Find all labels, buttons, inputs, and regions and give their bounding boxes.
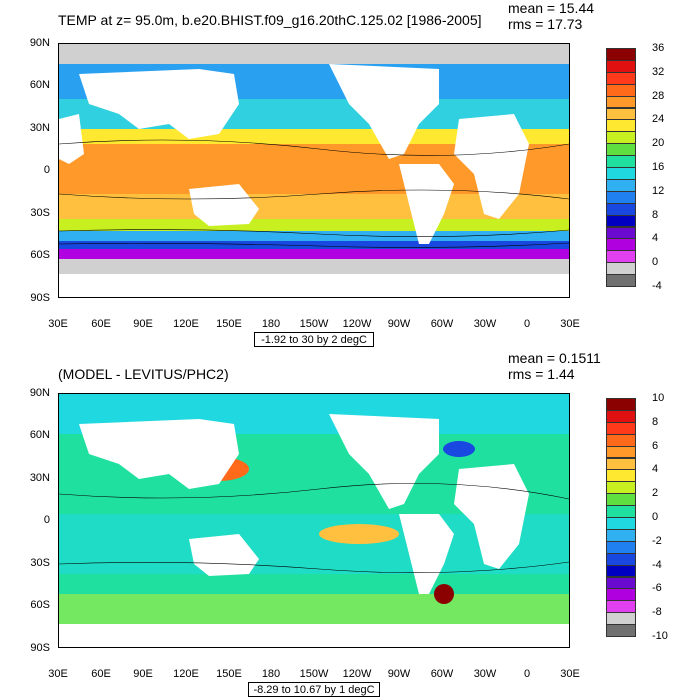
colorbar-label: 36 — [652, 42, 665, 54]
lon-label: 30E — [560, 318, 580, 330]
colorbar-label: -8 — [652, 606, 662, 619]
colorbar-label: 4 — [652, 463, 659, 476]
temperature-map — [58, 43, 570, 298]
lon-label: 150W — [299, 318, 329, 330]
top-map-panel: TEMP at z= 95.0m, b.e20.BHIST.f09_g16.20… — [29, 0, 665, 347]
antarctica-land — [59, 624, 569, 647]
colorbar-label: 16 — [652, 161, 665, 173]
lon-label: 90E — [133, 318, 153, 330]
lon-label: 120E — [173, 668, 199, 680]
colorbar-label: 10 — [652, 392, 665, 404]
colorbar-label: -6 — [652, 582, 662, 595]
contour-range-label: -8.29 to 10.67 by 1 degC — [248, 682, 380, 697]
colorbar-label: -10 — [652, 630, 668, 642]
colorbar-label: 4 — [652, 232, 659, 245]
difference-map — [58, 393, 570, 648]
south-america-land — [399, 164, 454, 244]
lon-label: 60E — [91, 318, 111, 330]
lat-label: 60S — [30, 249, 50, 261]
colorbar-label: 12 — [652, 184, 665, 197]
difference-map-svg — [59, 394, 569, 647]
map-title: TEMP at z= 95.0m, b.e20.BHIST.f09_g16.20… — [58, 12, 482, 28]
colorbar-label: -4 — [652, 558, 662, 571]
rms-label: rms = 1.44 — [508, 366, 575, 382]
lon-label: 0 — [523, 668, 531, 680]
lon-label: 120W — [342, 318, 372, 330]
australia-land — [189, 534, 259, 576]
lon-label: 150E — [216, 668, 242, 680]
lon-label: 0 — [523, 318, 531, 330]
africa-land — [454, 464, 529, 569]
lon-label: 120E — [173, 318, 199, 330]
anomaly-gulfstream — [443, 441, 475, 457]
lon-label: 30E — [48, 668, 68, 680]
colorbar-label: 0 — [652, 511, 659, 523]
lon-label: 30E — [560, 668, 580, 680]
lat-label: 0 — [43, 164, 50, 176]
north-america-land — [329, 414, 439, 509]
colorbar-label: 32 — [652, 65, 665, 78]
africa-west-land — [59, 114, 84, 164]
lat-label: 60S — [30, 599, 50, 611]
australia-land — [189, 184, 259, 226]
colorbar-swatch — [606, 624, 636, 637]
north-america-land — [329, 64, 439, 159]
lon-label: 180 — [261, 668, 281, 680]
lat-label: 60N — [29, 79, 50, 91]
lon-label: 90W — [387, 318, 411, 330]
colorbar-label: 2 — [652, 487, 659, 500]
bottom-map-panel: (MODEL - LEVITUS/PHC2) mean = 0.1511 rms… — [0, 350, 700, 700]
contour-range-label: -1.92 to 30 by 2 degC — [254, 332, 374, 347]
mean-label: mean = 0.1511 — [508, 350, 601, 366]
lat-label: 90S — [30, 292, 50, 304]
rms-label: rms = 17.73 — [508, 16, 583, 32]
lat-label: 30N — [29, 472, 50, 484]
arctic-ice — [59, 44, 569, 64]
colorbar-label: 8 — [652, 208, 659, 221]
lon-label: 180 — [261, 318, 281, 330]
lat-label: 90N — [29, 37, 50, 49]
lat-label: 90S — [30, 642, 50, 654]
lon-label: 90W — [387, 668, 411, 680]
lat-label: 30N — [29, 122, 50, 134]
antarctic-ice — [59, 259, 569, 274]
lon-label: 30E — [48, 318, 68, 330]
lon-label: 150W — [299, 668, 329, 680]
colorbar-label: 24 — [652, 113, 665, 126]
lat-label: 60N — [29, 429, 50, 441]
lat-label: 0 — [43, 514, 50, 526]
colorbar-label: 8 — [652, 415, 659, 428]
colorbar-label: 20 — [652, 137, 665, 150]
eurasia-land — [79, 69, 239, 139]
map-title: (MODEL - LEVITUS/PHC2) — [58, 366, 229, 382]
colorbar-label: 28 — [652, 89, 665, 102]
lat-label: 90N — [29, 387, 50, 399]
anomaly-brazil-current — [434, 584, 454, 604]
lat-label: 30S — [30, 207, 50, 219]
colorbar-label: -2 — [652, 534, 662, 547]
africa-land — [454, 114, 529, 219]
lon-label: 90E — [133, 668, 153, 680]
eurasia-land — [79, 419, 239, 489]
lon-label: 30W — [473, 668, 497, 680]
colorbar-label: 6 — [652, 439, 659, 452]
lon-label: 150E — [216, 318, 242, 330]
temperature-map-svg — [59, 44, 569, 297]
lon-label: 30W — [473, 318, 497, 330]
colorbar-label: -4 — [652, 280, 662, 292]
lat-label: 30S — [30, 557, 50, 569]
lon-label: 60W — [430, 668, 454, 680]
lon-label: 60W — [430, 318, 454, 330]
lon-label: 120W — [342, 668, 372, 680]
colorbar-swatch — [606, 274, 636, 287]
lon-label: 60E — [91, 668, 111, 680]
mean-label: mean = 15.44 — [508, 0, 595, 16]
colorbar-label: 0 — [652, 256, 659, 269]
south-america-land — [399, 514, 454, 594]
